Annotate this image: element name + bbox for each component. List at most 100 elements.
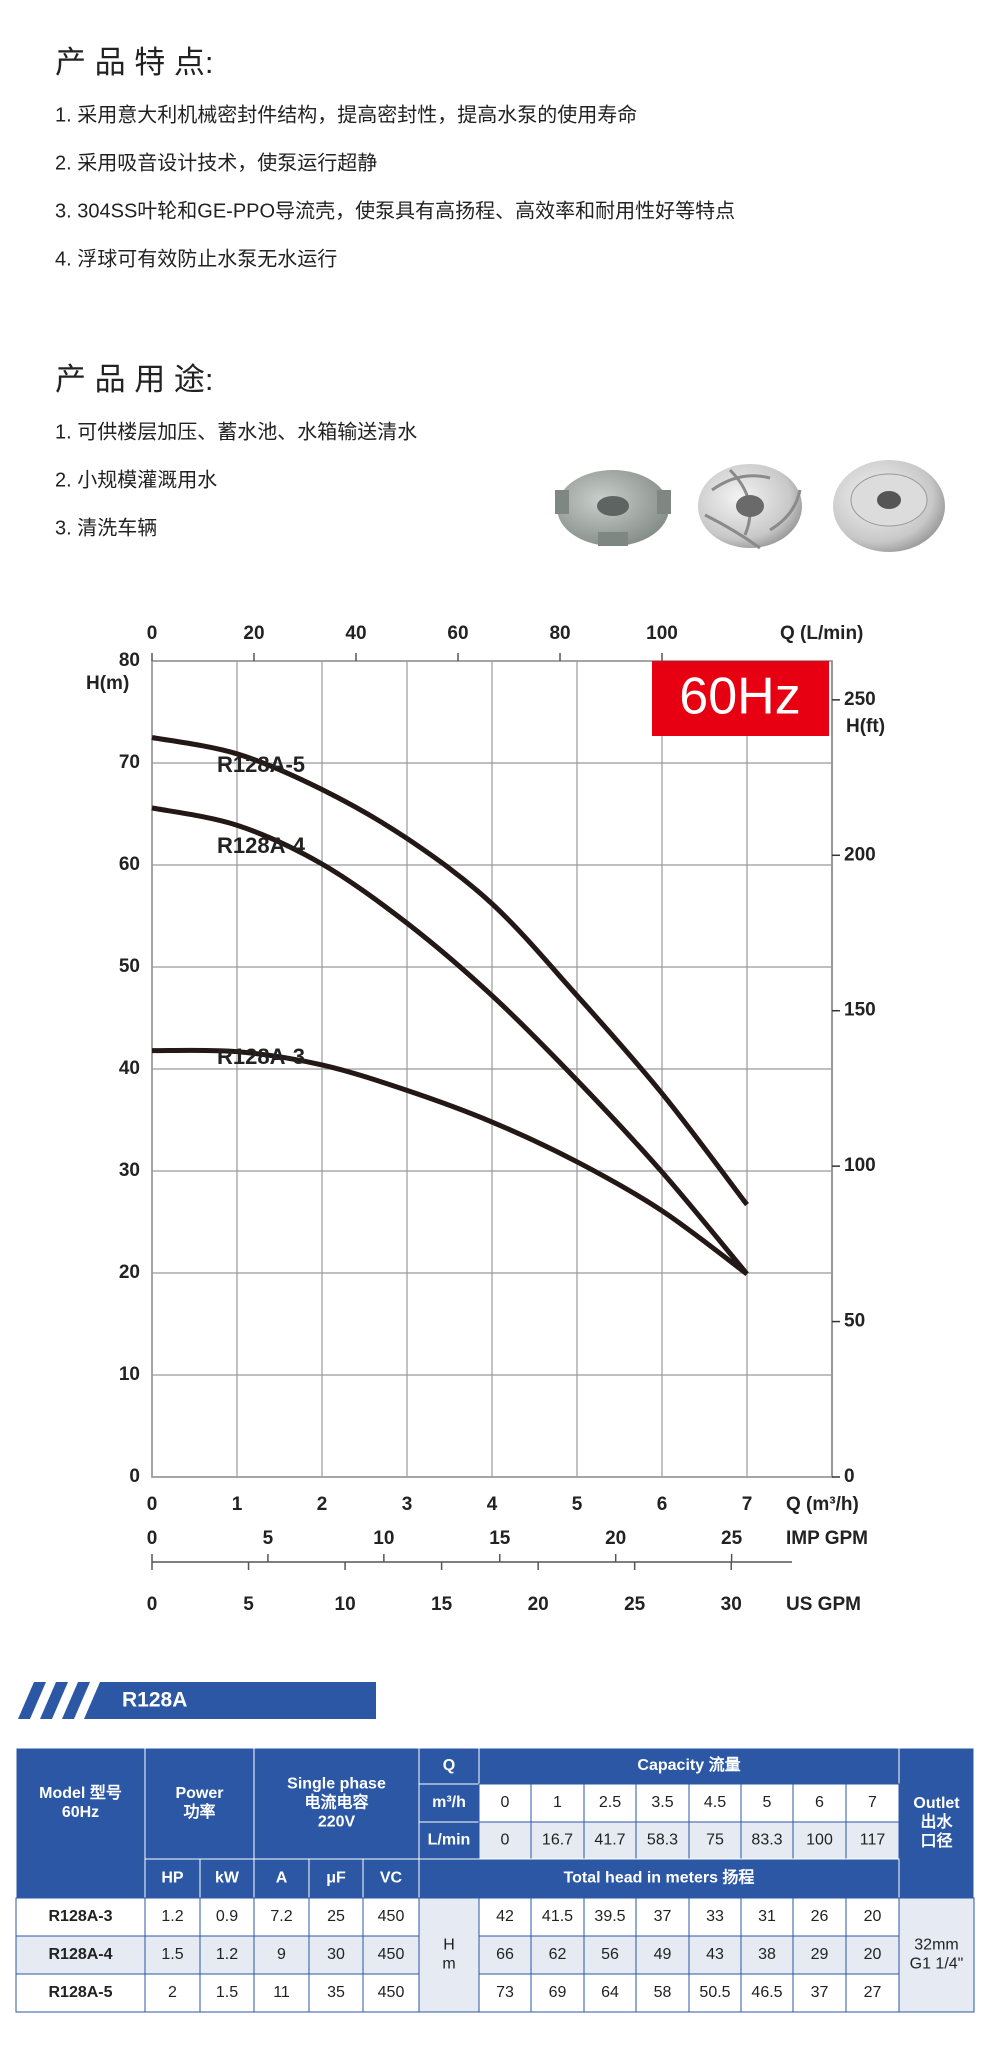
x-tick-label: 25 xyxy=(624,1594,646,1615)
table-cell xyxy=(583,1935,637,1975)
cell-text: 64 xyxy=(601,1984,619,2001)
header-text: 电流电容 xyxy=(304,1793,368,1812)
cell-text: 73 xyxy=(496,1984,514,2001)
x-tick-label: 10 xyxy=(335,1594,356,1615)
x-tick-label: 15 xyxy=(489,1528,511,1549)
chart-title: 60Hz xyxy=(679,668,800,726)
x-tick-label: 5 xyxy=(263,1528,274,1549)
cell-text: 1.5 xyxy=(161,1946,183,1963)
x-tick-label: 80 xyxy=(549,623,570,644)
header-text: A xyxy=(276,1870,288,1887)
x-tick-label: 100 xyxy=(646,623,678,644)
table-cell xyxy=(144,1858,201,1899)
cell-text: 5 xyxy=(763,1794,772,1811)
y2-tick-label: 250 xyxy=(844,689,876,710)
cell-text: 450 xyxy=(378,1908,405,1925)
y2-tick-label: 200 xyxy=(844,844,876,865)
feature-item: 2. 采用吸音设计技术，使泵运行超静 xyxy=(55,151,377,174)
table-cell xyxy=(635,1897,690,1937)
table-cell xyxy=(792,1973,847,2013)
hz-badge xyxy=(652,661,829,736)
curve xyxy=(151,1047,749,1277)
table-cell xyxy=(845,1783,900,1823)
table-cell xyxy=(478,1935,532,1975)
cell-text: 46.5 xyxy=(751,1984,782,2001)
table-cell xyxy=(362,1935,420,1975)
cell-text: 117 xyxy=(860,1832,886,1849)
y-tick-label: 40 xyxy=(119,1058,140,1079)
y-tick-label: 30 xyxy=(119,1160,140,1181)
table-cell xyxy=(845,1935,900,1975)
y-tick-label: 80 xyxy=(119,650,140,671)
header-text: Power xyxy=(175,1785,223,1802)
cell-text: R128A-3 xyxy=(48,1908,112,1925)
cell-text: 0 xyxy=(501,1832,510,1849)
table-cell xyxy=(845,1821,900,1860)
header-text: Single phase xyxy=(287,1776,386,1793)
x-tick-label: 20 xyxy=(605,1528,626,1549)
y-tick-label: 60 xyxy=(119,854,140,875)
table-cell xyxy=(362,1973,420,2013)
cell-text: 1.2 xyxy=(161,1908,183,1925)
table-cell xyxy=(308,1858,364,1899)
cell-text: 35 xyxy=(327,1984,345,2001)
cell-text: 39.5 xyxy=(594,1908,625,1925)
cell-text: 26 xyxy=(811,1908,829,1925)
cell-text: 29 xyxy=(811,1946,829,1963)
table-cell xyxy=(418,1897,480,2013)
table-cell xyxy=(792,1897,847,1937)
x-tick-label: 6 xyxy=(657,1494,668,1515)
table-cell xyxy=(199,1973,255,2013)
table-cell xyxy=(418,1821,480,1860)
curve-label: R128A-5 xyxy=(217,752,305,777)
table-cell xyxy=(478,1747,900,1785)
table-cell xyxy=(144,1897,201,1937)
y2-tick-label: 150 xyxy=(844,1000,876,1021)
table-cell xyxy=(15,1935,146,1975)
use-item: 1. 可供楼层加压、蓄水池、水箱输送清水 xyxy=(55,420,417,443)
x-tick-label: 0 xyxy=(147,1494,158,1515)
table-cell xyxy=(15,1897,146,1937)
table-cell xyxy=(418,1858,900,1899)
feature-item: 4. 浮球可有效防止水泵无水运行 xyxy=(55,247,337,270)
table-cell xyxy=(478,1973,532,2013)
x-tick-label: 20 xyxy=(243,623,264,644)
cell-text: 1.5 xyxy=(216,1984,238,2001)
x-tick-label: 25 xyxy=(721,1528,743,1549)
cell-text: 450 xyxy=(378,1946,405,1963)
cell-text: 41.5 xyxy=(542,1908,573,1925)
cell-text: 2 xyxy=(168,1984,177,2001)
cell-text: 4.5 xyxy=(704,1794,726,1811)
cell-text: 37 xyxy=(811,1984,829,2001)
header-text: kW xyxy=(215,1870,240,1887)
cell-text: 30 xyxy=(327,1946,345,1963)
x-tick-label: 0 xyxy=(147,1528,158,1549)
x-axis-label: Q (m³/h) xyxy=(786,1494,859,1515)
table-cell xyxy=(583,1783,637,1823)
table-cell xyxy=(845,1897,900,1937)
x-tick-label: 60 xyxy=(447,623,468,644)
header-text: L/min xyxy=(428,1832,471,1849)
header-text: Capacity 流量 xyxy=(637,1755,740,1774)
x-tick-label: 40 xyxy=(345,623,366,644)
x-axis-label: IMP GPM xyxy=(786,1528,868,1549)
header-text: 220V xyxy=(318,1814,356,1831)
table-cell xyxy=(898,1897,975,2013)
table-cell xyxy=(308,1897,364,1937)
cell-text: 11 xyxy=(273,1984,290,2001)
cell-text: 33 xyxy=(706,1908,724,1925)
table-cell xyxy=(478,1783,532,1823)
cell-text: 3.5 xyxy=(651,1794,673,1811)
cell-text: 450 xyxy=(378,1984,405,2001)
cell-text: 31 xyxy=(758,1908,776,1925)
x-tick-label: 1 xyxy=(232,1494,243,1515)
cell-text: 2.5 xyxy=(599,1794,621,1811)
cell-text: G1 1/4" xyxy=(910,1956,964,1973)
header-text: Total head in meters 扬程 xyxy=(564,1868,755,1887)
cell-text: 69 xyxy=(549,1984,567,2001)
table-cell xyxy=(635,1783,690,1823)
cell-text: 49 xyxy=(654,1946,672,1963)
header-text: 60Hz xyxy=(62,1804,99,1821)
table-cell xyxy=(478,1897,532,1937)
cell-text: 37 xyxy=(654,1908,672,1925)
